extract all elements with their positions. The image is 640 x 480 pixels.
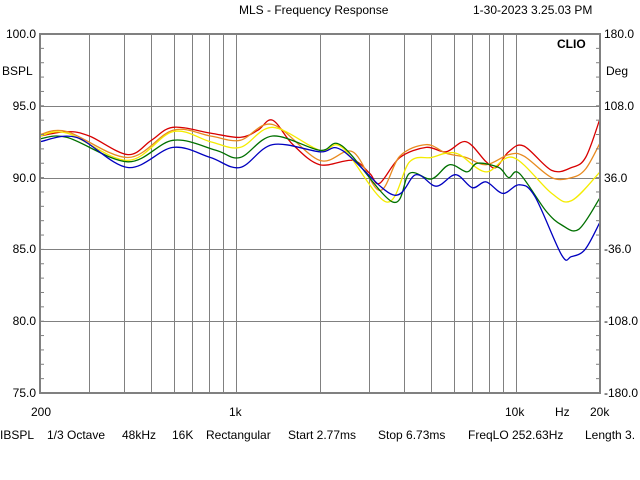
status-unit: IBSPL (0, 428, 35, 442)
series-orange-line (39, 123, 601, 192)
x-label-20k: 20k (590, 405, 610, 419)
grid (40, 34, 600, 393)
right-tick-label: -108.0 (604, 314, 639, 329)
status-window: Rectangular (206, 428, 271, 442)
right-tick-label: 36.0 (604, 170, 628, 185)
curves (39, 118, 601, 261)
series-yellow-line (39, 126, 601, 203)
right-tick-label: -180.0 (604, 386, 639, 400)
status-size: 16K (172, 428, 194, 442)
x-label-1k: 1k (229, 405, 242, 419)
status-start: Start 2.77ms (288, 428, 357, 442)
status-smoothing: 1/3 Octave (47, 428, 106, 442)
left-axis-unit: BSPL (2, 64, 33, 78)
left-tick-label: 95.0 (12, 98, 36, 113)
plot-frame (39, 33, 601, 394)
status-length: Length 3. (585, 428, 636, 442)
timestamp: 1-30-2023 3.25.03 PM (473, 3, 593, 17)
series-red-line (39, 118, 601, 185)
x-label-10k: 10k (505, 405, 525, 419)
axis-ticks (40, 47, 600, 380)
left-tick-label: 80.0 (12, 314, 36, 329)
left-tick-label: 100.0 (5, 27, 36, 41)
right-tick-label: -36.0 (604, 242, 632, 257)
status-stop: Stop 6.73ms (378, 428, 446, 442)
status-samplerate: 48kHz (122, 428, 157, 442)
x-unit-hz: Hz (555, 405, 570, 419)
chart-title: MLS - Frequency Response (239, 3, 389, 17)
left-tick-label: 75.0 (12, 386, 36, 400)
right-tick-label: 180.0 (604, 27, 635, 41)
left-tick-label: 85.0 (12, 242, 36, 257)
right-axis-unit: Deg (606, 64, 629, 78)
left-tick-label: 90.0 (12, 170, 36, 185)
status-freqlo: FreqLO 252.63Hz (468, 428, 564, 442)
brand-label: CLIO (557, 37, 586, 51)
series-blue-line (39, 135, 601, 261)
series-green-line (39, 135, 601, 232)
right-tick-label: 108.0 (604, 98, 635, 113)
x-label-200: 200 (31, 405, 52, 419)
